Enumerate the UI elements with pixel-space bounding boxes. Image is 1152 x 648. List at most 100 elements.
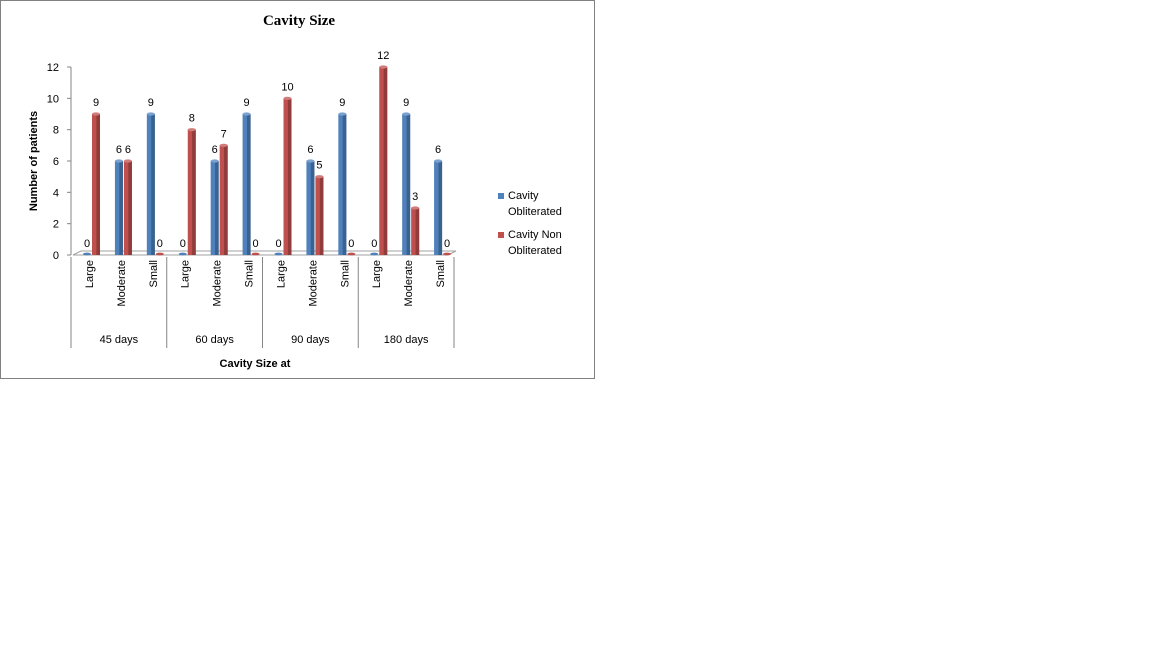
legend: Cavity Obliterated Cavity Non Obliterated	[498, 190, 562, 257]
data-label: 9	[339, 97, 345, 109]
bar	[402, 114, 411, 255]
data-label: 10	[281, 81, 293, 93]
x-axis-title: Cavity Size at	[220, 358, 291, 370]
group-label: 60 days	[195, 334, 234, 346]
bar-cap	[379, 65, 388, 69]
bar	[434, 161, 443, 255]
bar-shade	[342, 114, 347, 255]
bar-zero	[370, 252, 379, 256]
bar-shade	[319, 176, 324, 255]
bar-shade	[96, 114, 100, 255]
legend-label: Cavity Non	[508, 229, 562, 241]
data-label: 9	[244, 97, 250, 109]
bar-shade	[246, 114, 251, 255]
bar-shade	[215, 161, 219, 255]
data-label: 0	[371, 238, 377, 250]
category-label: Moderate	[307, 260, 319, 306]
category-label: Large	[371, 260, 383, 288]
data-label: 3	[412, 191, 418, 203]
data-label: 9	[148, 97, 154, 109]
y-tick-label: 0	[53, 250, 59, 262]
category-label: Moderate	[212, 260, 224, 306]
data-label: 5	[316, 160, 322, 172]
category-label: Large	[180, 260, 192, 288]
axes: 0 2 4 6 8 10 12	[47, 62, 457, 262]
category-axis: Large Moderate Small Large Moderate Small Larg…	[70, 257, 455, 348]
data-label: 6	[212, 144, 218, 156]
data-label: 0	[180, 238, 186, 250]
group-label: 180 days	[384, 334, 429, 346]
bar-zero	[443, 252, 452, 256]
data-label: 9	[93, 97, 99, 109]
data-label: 0	[444, 238, 450, 250]
data-label: 6	[307, 144, 313, 156]
bar	[187, 129, 196, 255]
bar-cap	[123, 159, 132, 163]
bar-cap	[92, 112, 100, 116]
data-label: 0	[275, 238, 281, 250]
bar-cap	[146, 112, 155, 116]
bars	[83, 65, 452, 256]
bar	[242, 114, 251, 255]
bar-cap	[187, 128, 196, 132]
bar-zero	[83, 252, 91, 256]
bar	[92, 114, 100, 255]
y-tick-label: 2	[53, 219, 59, 231]
bar-cap	[315, 175, 324, 179]
legend-label: Obliterated	[508, 245, 562, 257]
legend-label: Cavity	[508, 190, 539, 202]
group-label: 45 days	[100, 334, 139, 346]
data-label: 6	[435, 144, 441, 156]
bar-shade	[192, 129, 196, 255]
bar	[411, 208, 420, 255]
data-label: 0	[253, 238, 259, 250]
category-label: Small	[148, 260, 160, 288]
chart-frame: Cavity Size 0 2 4 6 8 10 12 0 9 6 6 9 0 0 8 6 7 9 0 0 10 6 5 9…	[0, 0, 595, 379]
data-label: 12	[377, 50, 389, 62]
data-label: 0	[157, 238, 163, 250]
category-label: Moderate	[116, 260, 128, 306]
bar-shade	[415, 208, 420, 255]
category-label: Small	[339, 260, 351, 288]
bar-shade	[128, 161, 132, 255]
chart-title: Cavity Size	[263, 13, 335, 29]
bar-shade	[383, 67, 388, 255]
legend-swatch	[498, 232, 504, 238]
bar	[146, 114, 155, 255]
data-label: 8	[189, 113, 195, 125]
bar-cap	[411, 206, 420, 210]
data-label: 0	[348, 238, 354, 250]
bar	[315, 176, 324, 255]
category-label: Small	[435, 260, 447, 288]
bar-cap	[114, 159, 123, 163]
bar	[114, 161, 123, 255]
bar-cap	[219, 143, 228, 147]
bar	[283, 98, 292, 255]
bar	[123, 161, 132, 255]
bar	[379, 67, 388, 255]
y-axis-title: Number of patients	[28, 111, 40, 211]
category-label: Large	[84, 260, 96, 288]
y-tick-label: 12	[47, 62, 59, 74]
bar-cap	[210, 159, 219, 163]
data-label: 7	[221, 128, 227, 140]
bar	[210, 161, 219, 255]
category-label: Moderate	[403, 260, 415, 306]
bar-shade	[151, 114, 155, 255]
bar-shade	[287, 98, 292, 255]
data-label: 6	[125, 144, 131, 156]
bar-cap	[402, 112, 411, 116]
bar-cap	[306, 159, 315, 163]
bar	[306, 161, 315, 255]
y-tick-label: 6	[53, 156, 59, 168]
legend-swatch	[498, 193, 504, 199]
y-tick-label: 10	[47, 93, 59, 105]
category-label: Small	[244, 260, 256, 288]
bar-cap	[434, 159, 443, 163]
bar-shade	[224, 145, 228, 255]
bar-shade	[406, 114, 411, 255]
y-tick-label: 4	[53, 187, 59, 199]
bar-shade	[438, 161, 443, 255]
y-tick-label: 8	[53, 125, 59, 137]
